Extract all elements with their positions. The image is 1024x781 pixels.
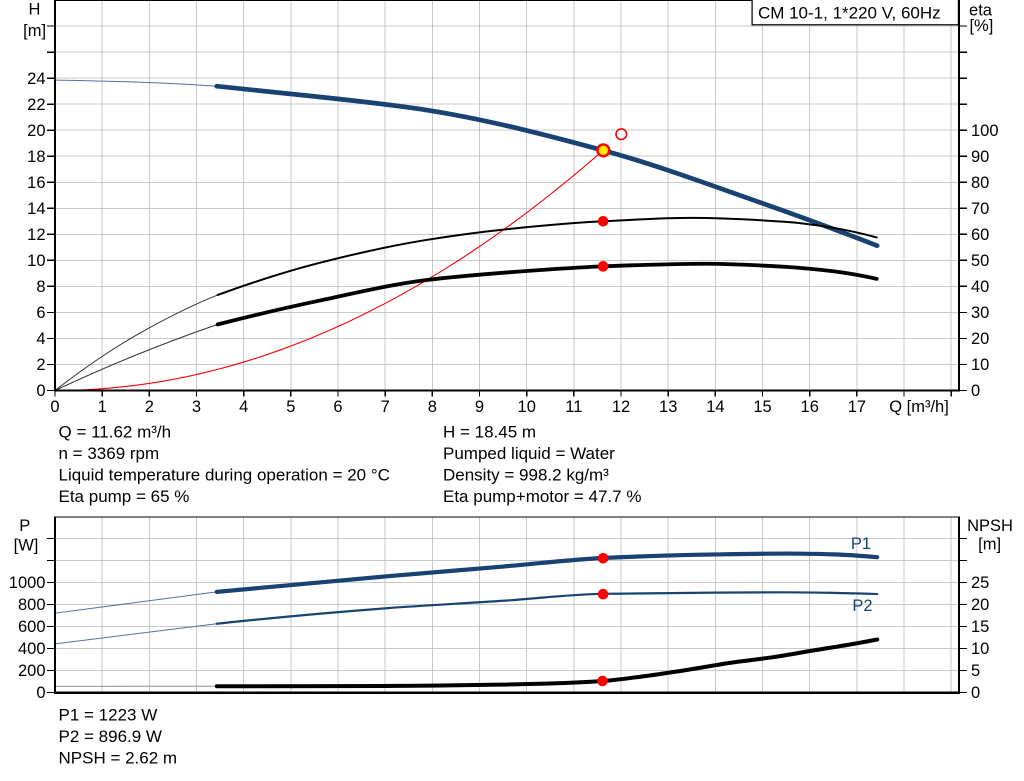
svg-text:3: 3 bbox=[192, 398, 201, 416]
svg-text:20: 20 bbox=[27, 122, 45, 140]
svg-text:NPSH: NPSH bbox=[967, 517, 1013, 535]
svg-text:15: 15 bbox=[753, 398, 771, 416]
svg-text:P2 = 896.9 W: P2 = 896.9 W bbox=[59, 727, 162, 746]
svg-text:200: 200 bbox=[18, 662, 46, 680]
svg-text:4: 4 bbox=[36, 330, 45, 348]
svg-text:[m]: [m] bbox=[23, 22, 46, 40]
svg-text:6: 6 bbox=[333, 398, 342, 416]
svg-text:5: 5 bbox=[286, 398, 295, 416]
svg-text:0: 0 bbox=[971, 382, 980, 400]
svg-text:0: 0 bbox=[50, 398, 59, 416]
svg-text:10: 10 bbox=[27, 252, 45, 270]
svg-text:70: 70 bbox=[971, 200, 989, 218]
svg-text:1: 1 bbox=[98, 398, 107, 416]
svg-text:P: P bbox=[19, 517, 30, 535]
svg-text:0: 0 bbox=[36, 382, 45, 400]
svg-text:Density = 998.2 kg/m³: Density = 998.2 kg/m³ bbox=[443, 465, 609, 484]
svg-text:5: 5 bbox=[971, 662, 980, 680]
svg-text:400: 400 bbox=[18, 640, 46, 658]
svg-text:8: 8 bbox=[428, 398, 437, 416]
svg-text:50: 50 bbox=[971, 252, 989, 270]
svg-text:17: 17 bbox=[848, 398, 866, 416]
svg-text:15: 15 bbox=[971, 618, 989, 636]
svg-text:14: 14 bbox=[27, 200, 45, 218]
svg-text:6: 6 bbox=[36, 304, 45, 322]
svg-text:22: 22 bbox=[27, 96, 45, 114]
svg-text:H: H bbox=[28, 1, 40, 19]
svg-text:800: 800 bbox=[18, 596, 46, 614]
svg-text:600: 600 bbox=[18, 618, 46, 636]
svg-text:Eta pump+motor = 47.7 %: Eta pump+motor = 47.7 % bbox=[443, 487, 641, 506]
svg-text:12: 12 bbox=[27, 226, 45, 244]
svg-text:30: 30 bbox=[971, 304, 989, 322]
svg-text:Eta pump = 65 %: Eta pump = 65 % bbox=[59, 487, 190, 506]
svg-text:60: 60 bbox=[971, 226, 989, 244]
svg-text:100: 100 bbox=[971, 122, 999, 140]
svg-text:eta: eta bbox=[969, 1, 993, 19]
svg-text:40: 40 bbox=[971, 278, 989, 296]
svg-text:20: 20 bbox=[971, 596, 989, 614]
svg-text:2: 2 bbox=[145, 398, 154, 416]
svg-text:NPSH = 2.62 m: NPSH = 2.62 m bbox=[59, 749, 178, 768]
svg-text:24: 24 bbox=[27, 70, 45, 88]
svg-text:Q = 11.62 m³/h: Q = 11.62 m³/h bbox=[59, 422, 172, 441]
svg-text:7: 7 bbox=[381, 398, 390, 416]
svg-text:2: 2 bbox=[36, 356, 45, 374]
svg-text:10: 10 bbox=[518, 398, 536, 416]
svg-text:10: 10 bbox=[971, 640, 989, 658]
svg-text:P1 = 1223 W: P1 = 1223 W bbox=[59, 706, 158, 725]
svg-text:0: 0 bbox=[971, 684, 980, 702]
svg-text:16: 16 bbox=[801, 398, 819, 416]
svg-text:P2: P2 bbox=[852, 597, 872, 615]
svg-text:[m]: [m] bbox=[978, 536, 1001, 554]
svg-text:0: 0 bbox=[36, 684, 45, 702]
svg-text:Pumped liquid = Water: Pumped liquid = Water bbox=[443, 444, 615, 463]
svg-text:CM 10-1, 1*220 V, 60Hz: CM 10-1, 1*220 V, 60Hz bbox=[758, 4, 941, 23]
svg-text:Liquid temperature during oper: Liquid temperature during operation = 20… bbox=[59, 465, 390, 484]
svg-text:9: 9 bbox=[475, 398, 484, 416]
svg-text:18: 18 bbox=[27, 148, 45, 166]
svg-text:8: 8 bbox=[36, 278, 45, 296]
svg-text:13: 13 bbox=[659, 398, 677, 416]
svg-text:1000: 1000 bbox=[9, 574, 46, 592]
svg-text:10: 10 bbox=[971, 356, 989, 374]
svg-text:12: 12 bbox=[612, 398, 630, 416]
svg-text:20: 20 bbox=[971, 330, 989, 348]
svg-text:16: 16 bbox=[27, 174, 45, 192]
svg-text:n = 3369 rpm: n = 3369 rpm bbox=[59, 444, 160, 463]
svg-text:11: 11 bbox=[565, 398, 582, 416]
svg-text:4: 4 bbox=[239, 398, 248, 416]
svg-text:[%]: [%] bbox=[969, 17, 993, 35]
svg-text:25: 25 bbox=[971, 574, 989, 592]
svg-text:Q [m³/h]: Q [m³/h] bbox=[889, 398, 949, 416]
svg-text:80: 80 bbox=[971, 174, 989, 192]
svg-text:P1: P1 bbox=[851, 535, 871, 553]
svg-text:14: 14 bbox=[706, 398, 724, 416]
svg-text:[W]: [W] bbox=[14, 537, 39, 555]
svg-text:H = 18.45 m: H = 18.45 m bbox=[443, 422, 536, 441]
svg-text:90: 90 bbox=[971, 148, 989, 166]
